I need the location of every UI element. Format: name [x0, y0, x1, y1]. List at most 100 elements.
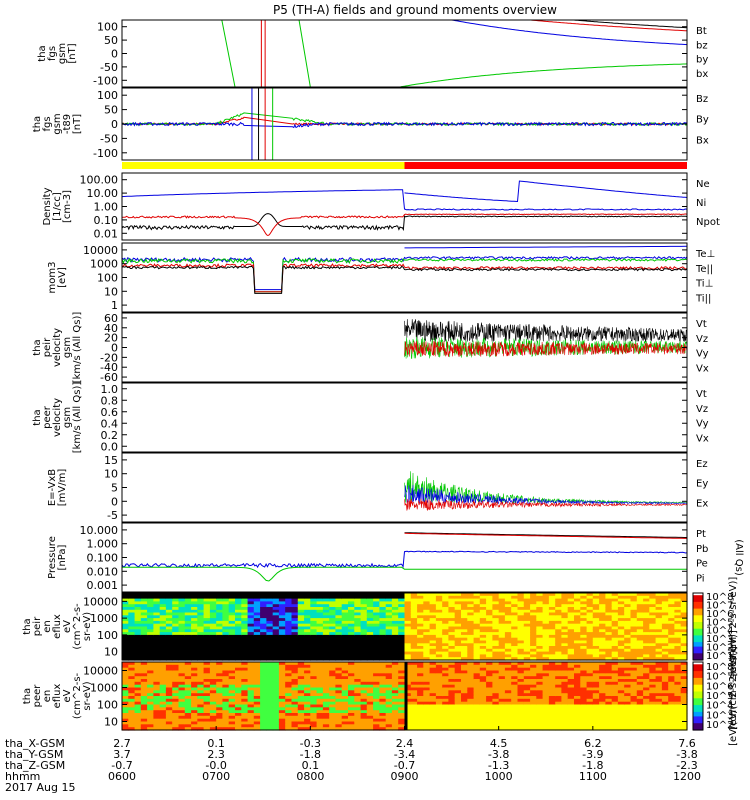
heatmap-cell [599, 670, 606, 674]
heatmap-cell [630, 632, 638, 636]
heatmap-cell [643, 676, 650, 680]
heatmap-cell [624, 595, 632, 600]
heatmap-cell [680, 634, 688, 639]
heatmap-cell [611, 629, 619, 633]
heatmap-cell [266, 643, 274, 647]
heatmap-cell [655, 681, 663, 686]
heatmap-cell [241, 654, 249, 658]
heatmap-cell [680, 724, 688, 728]
heatmap-cell [492, 634, 500, 639]
heatmap-cell [442, 615, 450, 619]
colorbar-cell [693, 691, 703, 695]
heatmap-cell [348, 648, 355, 653]
heatmap-cell [661, 664, 669, 669]
heatmap-cell [285, 629, 293, 633]
heatmap-cell [322, 595, 330, 600]
heatmap-cell [548, 651, 556, 655]
heatmap-cell [504, 598, 512, 602]
heatmap-cell [184, 707, 192, 711]
heatmap-cell [555, 684, 563, 689]
heatmap-cell [398, 687, 406, 691]
heatmap-cell [191, 718, 198, 723]
heatmap-cell [354, 595, 362, 600]
heatmap-cell [165, 601, 173, 605]
heatmap-cell [479, 632, 487, 636]
heatmap-cell [661, 634, 669, 639]
heatmap-cell [586, 724, 594, 728]
heatmap-cell [122, 640, 129, 644]
heatmap-cell [398, 632, 406, 636]
heatmap-cell [153, 654, 161, 658]
heatmap-cell [473, 707, 481, 711]
heatmap-cell [216, 593, 224, 597]
heatmap-cell [617, 693, 625, 697]
heatmap-cell [617, 662, 625, 666]
heatmap-cell [147, 643, 154, 647]
heatmap-cell [122, 679, 129, 683]
heatmap-cell [153, 618, 161, 622]
heatmap-cell [335, 620, 343, 625]
heatmap-cell [398, 662, 406, 666]
heatmap-cell [404, 679, 412, 683]
heatmap-cell [335, 640, 343, 644]
heatmap-cell [310, 601, 318, 605]
heatmap-cell [605, 687, 613, 691]
heatmap-cell [316, 704, 324, 708]
heatmap-cell [649, 727, 657, 731]
heatmap-cell [235, 715, 242, 720]
heatmap-cell [492, 598, 500, 602]
heatmap-cell [448, 623, 456, 628]
heatmap-cell [128, 721, 136, 725]
heatmap-cell [310, 623, 318, 628]
heatmap-cell [316, 657, 324, 661]
heatmap-cell [592, 607, 600, 611]
heatmap-cell [511, 713, 519, 717]
heatmap-cell [222, 681, 230, 686]
heatmap-cell [322, 707, 330, 711]
heatmap-cell [391, 626, 399, 630]
heatmap-cell [266, 648, 274, 653]
heatmap-cell [435, 662, 443, 666]
heatmap-cell [448, 601, 456, 605]
heatmap-cell [442, 710, 450, 714]
heatmap-cell [611, 662, 619, 666]
colorbar-cell [693, 680, 703, 683]
heatmap-cell [555, 704, 563, 708]
heatmap-cell [128, 623, 136, 628]
heatmap-cell [360, 710, 368, 714]
heatmap-cell [197, 679, 205, 683]
heatmap-cell [574, 654, 581, 658]
heatmap-cell [391, 715, 399, 720]
heatmap-cell [360, 684, 368, 689]
heatmap-cell [322, 607, 330, 611]
heatmap-cell [605, 626, 613, 630]
heatmap-cell [247, 620, 255, 625]
heatmap-cell [354, 623, 362, 628]
heatmap-cell [479, 710, 487, 714]
heatmap-cell [429, 612, 437, 616]
heatmap-cell [209, 698, 217, 703]
heatmap-cell [630, 595, 638, 600]
heatmap-cell [260, 721, 267, 725]
heatmap-cell [253, 687, 261, 691]
heatmap-cell [228, 662, 236, 666]
heatmap-cell [523, 715, 531, 720]
heatmap-cell [241, 609, 249, 614]
heatmap-cell [617, 721, 625, 725]
heatmap-cell [260, 618, 267, 622]
heatmap-cell [184, 609, 192, 614]
heatmap-cell [555, 643, 563, 647]
heatmap-cell [348, 684, 355, 689]
heatmap-cell [348, 615, 355, 619]
heatmap-cell [404, 637, 412, 642]
heatmap-cell [643, 626, 650, 630]
heatmap-cell [285, 618, 293, 622]
heatmap-cell [260, 604, 267, 608]
heatmap-cell [417, 601, 424, 605]
heatmap-cell [291, 684, 299, 689]
heatmap-cell [404, 593, 412, 597]
heatmap-cell [398, 612, 406, 616]
heatmap-cell [266, 701, 274, 706]
heatmap-cell [285, 626, 293, 630]
heatmap-cell [643, 704, 650, 708]
